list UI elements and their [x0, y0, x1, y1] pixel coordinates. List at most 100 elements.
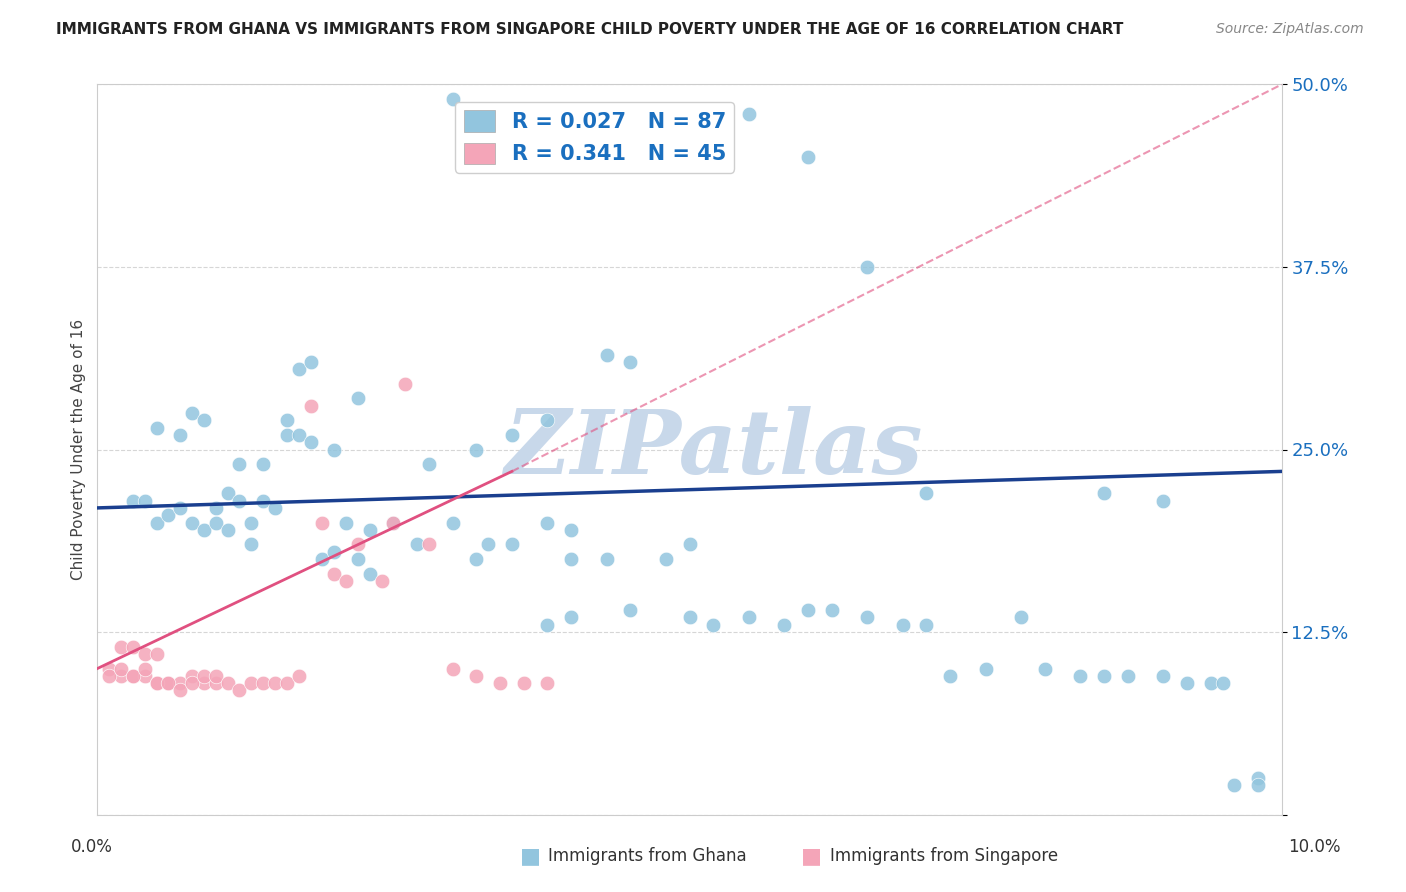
Point: [1116, 669, 1139, 683]
Point: [98, 669, 121, 683]
Point: [915, 617, 938, 632]
Point: [465, 669, 488, 683]
Point: [193, 676, 215, 690]
Point: [181, 516, 204, 530]
Point: [1152, 669, 1174, 683]
Point: [157, 508, 180, 523]
Point: [240, 537, 263, 551]
Point: [228, 493, 250, 508]
Point: [394, 376, 416, 391]
Point: [347, 392, 370, 406]
Point: [441, 516, 464, 530]
Point: [1199, 676, 1222, 690]
Point: [204, 516, 226, 530]
Point: [974, 661, 997, 675]
Point: [1223, 778, 1246, 792]
Point: [217, 486, 239, 500]
Point: [110, 669, 132, 683]
Point: [939, 669, 962, 683]
Point: [595, 552, 617, 566]
Point: [335, 574, 357, 588]
Point: [477, 537, 499, 551]
Point: [1152, 493, 1174, 508]
Point: [382, 516, 405, 530]
Point: [299, 435, 322, 450]
Point: [110, 640, 132, 654]
Point: [1092, 669, 1115, 683]
Point: [560, 523, 582, 537]
Point: [1247, 771, 1270, 785]
Point: [181, 669, 204, 683]
Point: [276, 676, 298, 690]
Point: [122, 669, 145, 683]
Point: [122, 669, 145, 683]
Point: [228, 683, 250, 698]
Point: [299, 355, 322, 369]
Point: [134, 493, 156, 508]
Point: [1010, 610, 1032, 624]
Point: [169, 428, 191, 442]
Point: [465, 552, 488, 566]
Point: [418, 457, 440, 471]
Point: [204, 500, 226, 515]
Text: IMMIGRANTS FROM GHANA VS IMMIGRANTS FROM SINGAPORE CHILD POVERTY UNDER THE AGE O: IMMIGRANTS FROM GHANA VS IMMIGRANTS FROM…: [56, 22, 1123, 37]
Point: [915, 486, 938, 500]
Text: 0.0%: 0.0%: [70, 838, 112, 856]
Point: [406, 537, 429, 551]
Point: [797, 151, 820, 165]
Point: [240, 676, 263, 690]
Point: [441, 92, 464, 106]
Point: [441, 661, 464, 675]
Point: [370, 574, 392, 588]
Text: ■: ■: [801, 847, 823, 866]
Point: [181, 676, 204, 690]
Point: [181, 406, 204, 420]
Point: [1175, 676, 1198, 690]
Text: ■: ■: [520, 847, 541, 866]
Point: [501, 537, 523, 551]
Point: [536, 516, 558, 530]
Text: 10.0%: 10.0%: [1288, 838, 1341, 856]
Point: [217, 676, 239, 690]
Point: [252, 676, 274, 690]
Point: [560, 552, 582, 566]
Point: [1092, 486, 1115, 500]
Point: [359, 523, 381, 537]
Point: [323, 442, 346, 457]
Point: [382, 516, 405, 530]
Point: [347, 552, 370, 566]
Point: [110, 661, 132, 675]
Point: [217, 523, 239, 537]
Point: [560, 610, 582, 624]
Point: [169, 500, 191, 515]
Point: [1069, 669, 1091, 683]
Point: [536, 676, 558, 690]
Text: ZIPatlas: ZIPatlas: [505, 406, 922, 492]
Point: [678, 537, 700, 551]
Point: [821, 603, 844, 617]
Point: [252, 493, 274, 508]
Point: [536, 413, 558, 427]
Point: [134, 661, 156, 675]
Point: [240, 516, 263, 530]
Point: [287, 428, 309, 442]
Point: [193, 669, 215, 683]
Point: [264, 500, 287, 515]
Point: [465, 442, 488, 457]
Point: [335, 516, 357, 530]
Point: [501, 428, 523, 442]
Point: [134, 669, 156, 683]
Point: [678, 610, 700, 624]
Point: [145, 420, 167, 434]
Point: [311, 516, 333, 530]
Point: [323, 545, 346, 559]
Point: [276, 413, 298, 427]
Point: [738, 610, 761, 624]
Point: [359, 566, 381, 581]
Point: [98, 661, 121, 675]
Point: [418, 537, 440, 551]
Point: [287, 669, 309, 683]
Point: [655, 552, 678, 566]
Point: [773, 617, 796, 632]
Text: Immigrants from Ghana: Immigrants from Ghana: [548, 847, 747, 865]
